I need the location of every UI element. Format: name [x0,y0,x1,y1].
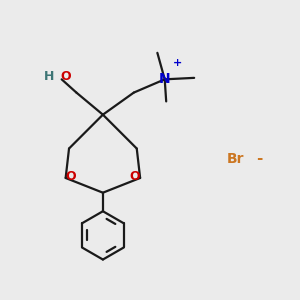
Text: H: H [44,70,54,83]
Text: N: N [159,72,170,86]
Text: +: + [173,58,183,68]
Text: Br: Br [227,152,244,166]
Text: O: O [130,170,140,183]
Text: -: - [256,151,262,166]
Text: O: O [60,70,71,83]
Text: O: O [66,170,76,183]
